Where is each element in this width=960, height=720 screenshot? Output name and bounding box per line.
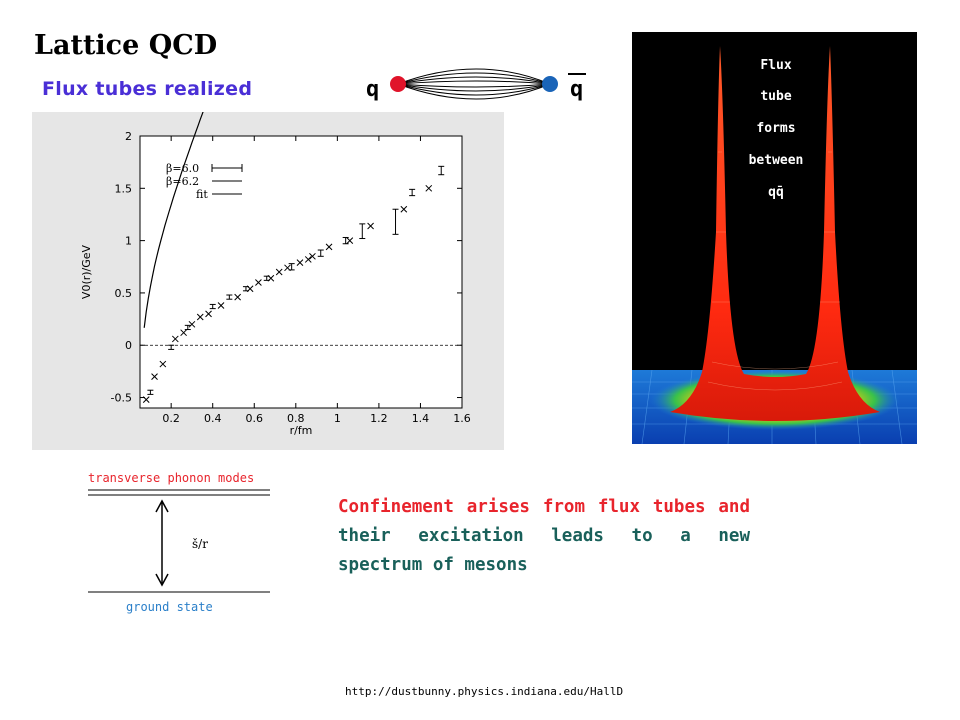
statement-teal-part: their excitation leads to a new spectrum… xyxy=(338,526,750,575)
y-tick-label: -0.5 xyxy=(111,392,132,405)
confinement-statement: Confinement arises from flux tubes and t… xyxy=(338,493,750,580)
slide-subtitle: Flux tubes realized xyxy=(42,78,253,100)
point-beta62 xyxy=(246,285,254,293)
energy-level-diagram: transverse phonon modes š/r ground state xyxy=(88,471,270,614)
point-beta62 xyxy=(304,256,312,263)
caption-line-3: forms xyxy=(756,121,795,136)
point-beta62 xyxy=(275,268,283,276)
flux-caption: Flux tube forms between qq̄ xyxy=(749,58,804,200)
antiquark-dot xyxy=(542,76,558,92)
point-beta62 xyxy=(142,396,150,403)
fit-curve xyxy=(143,0,246,328)
point-beta62 xyxy=(255,279,262,286)
x-tick-label: 1 xyxy=(334,412,341,425)
y-axis-label: V0(r)/GeV xyxy=(80,244,93,299)
potential-plot-panel: 0.2 0.4 0.6 0.8 1 1.2 1.4 1.6 -0.5 0 0.5 1 1.5 2 β=6.… xyxy=(32,0,504,450)
y-tick-label: 0.5 xyxy=(115,287,133,300)
statement-red-part: Confinement arises from flux tubes and xyxy=(338,497,750,517)
point-beta62 xyxy=(346,237,354,244)
point-beta62 xyxy=(267,274,275,282)
quark-label: q xyxy=(366,77,379,102)
point-beta62 xyxy=(309,252,316,260)
x-tick-label: 0.8 xyxy=(287,412,305,425)
y-tick-label: 1.5 xyxy=(115,182,133,195)
legend-label-beta62: β=6.2 xyxy=(166,175,199,188)
potential-plot: 0.2 0.4 0.6 0.8 1 1.2 1.4 1.6 -0.5 0 0.5 1 1.5 2 β=6.… xyxy=(80,0,471,437)
y-tick-label: 1 xyxy=(125,235,132,248)
plot-frame xyxy=(139,135,463,409)
flux-tube-image: Flux tube forms between qq̄ xyxy=(632,32,917,445)
x-tick-label: 1.2 xyxy=(370,412,388,425)
quark-antiquark-diagram: q q xyxy=(366,68,586,102)
point-beta62 xyxy=(284,264,291,272)
transverse-modes-label: transverse phonon modes xyxy=(88,471,254,485)
point-beta62 xyxy=(425,184,433,192)
axis-ticks: 0.2 0.4 0.6 0.8 1 1.2 1.4 1.6 -0.5 0 0.5 1 1.5 2 xyxy=(111,130,471,425)
gap-label: š/r xyxy=(192,537,208,551)
point-beta62 xyxy=(171,335,179,343)
point-beta62 xyxy=(296,259,304,266)
source-url: http://dustbunny.physics.indiana.edu/Hal… xyxy=(345,685,624,698)
gap-arrow-head-up xyxy=(155,499,169,513)
y-tick-label: 2 xyxy=(125,130,132,143)
x-tick-label: 1.6 xyxy=(453,412,471,425)
point-beta62 xyxy=(367,222,374,230)
point-beta62 xyxy=(159,360,167,368)
quark-dot xyxy=(390,76,406,92)
x-tick-label: 1.4 xyxy=(412,412,430,425)
point-beta60 xyxy=(184,324,191,331)
point-beta60 xyxy=(168,344,175,350)
ground-state-label: ground state xyxy=(126,600,213,614)
antiquark-label: q xyxy=(570,77,583,102)
point-beta60 xyxy=(359,223,366,240)
point-beta60 xyxy=(342,236,349,245)
point-beta60 xyxy=(226,294,233,300)
point-beta60 xyxy=(392,208,399,235)
point-beta62 xyxy=(217,302,225,309)
data-points xyxy=(142,165,445,403)
surface-mesh xyxy=(707,151,843,391)
caption-line-5: qq̄ xyxy=(768,185,784,200)
legend-label-fit: fit xyxy=(196,188,208,201)
point-beta62 xyxy=(151,373,158,380)
point-beta62 xyxy=(325,243,333,251)
point-beta62 xyxy=(205,310,212,318)
flux-surface xyxy=(670,46,880,421)
point-beta60 xyxy=(209,303,216,310)
point-beta60 xyxy=(147,389,154,395)
caption-line-2: tube xyxy=(760,89,791,104)
caption-line-1: Flux xyxy=(760,58,791,73)
gap-arrow-head-down xyxy=(155,573,169,587)
legend: β=6.0 β=6.2 fit xyxy=(166,162,243,201)
x-tick-label: 0.6 xyxy=(246,412,263,425)
point-beta62 xyxy=(400,205,408,213)
slide-title: Lattice QCD xyxy=(34,30,218,61)
point-beta62 xyxy=(180,329,187,337)
legend-label-beta60: β=6.0 xyxy=(166,162,199,175)
x-axis-label: r/fm xyxy=(290,424,313,437)
point-beta62 xyxy=(196,313,204,321)
x-tick-label: 0.2 xyxy=(162,412,180,425)
point-beta60 xyxy=(317,249,324,257)
point-beta62 xyxy=(234,293,241,301)
flux-tube-surface: Flux tube forms between qq̄ xyxy=(632,46,917,445)
y-tick-label: 0 xyxy=(125,339,132,352)
point-beta60 xyxy=(409,188,416,197)
x-tick-label: 0.4 xyxy=(204,412,222,425)
point-beta60 xyxy=(438,165,445,176)
point-beta62 xyxy=(188,320,196,328)
flux-lines xyxy=(397,68,551,100)
caption-line-4: between xyxy=(749,153,804,168)
